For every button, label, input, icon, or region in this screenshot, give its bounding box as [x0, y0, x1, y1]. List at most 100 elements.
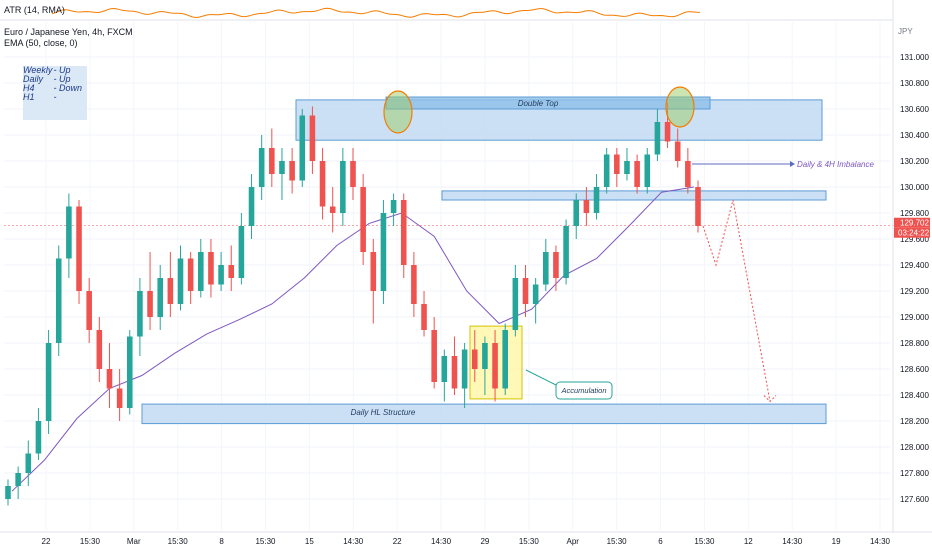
candle-body-down [634, 161, 640, 187]
price-tick-label: 127.800 [900, 469, 929, 478]
candle-body-up [512, 278, 519, 330]
candle-body-up [218, 265, 224, 285]
candle-body-down [421, 304, 427, 330]
candle-body-up [137, 291, 143, 337]
price-tick-label: 130.800 [900, 79, 929, 88]
candle-body-up [532, 284, 539, 304]
chart-zones [141, 96, 827, 425]
price-tick-label: 129.800 [900, 209, 929, 218]
ema-indicator-label[interactable]: EMA (50, close, 0) [4, 38, 78, 48]
candle-body-up [644, 154, 651, 187]
candle-body-up [248, 187, 255, 226]
bias-row-h1: H1 - [23, 93, 87, 102]
candle-body-down [471, 349, 478, 369]
candle-body-down [116, 388, 123, 408]
bias-timeframe: H1 [23, 92, 35, 102]
candle-body-down [269, 148, 275, 174]
bias-value: - Up [53, 65, 71, 75]
candle-body-up [55, 258, 62, 343]
candle-body-down [400, 200, 407, 265]
candle-body-down [208, 252, 214, 285]
bias-timeframe: Weekly [23, 65, 53, 75]
candle-body-up [573, 200, 580, 226]
daily-hl-structure-label: Daily HL Structure [351, 408, 416, 417]
time-tick-label: 22 [42, 537, 51, 546]
symbol-label[interactable]: Euro / Japanese Yen, 4h, FXCM [4, 27, 133, 37]
time-tick-label: 29 [480, 537, 489, 546]
candle-body-down [614, 154, 620, 174]
candle-body-down [583, 200, 590, 213]
time-tick-label: 14:30 [343, 537, 364, 546]
ema-line [11, 186, 695, 492]
candle-body-down [411, 265, 417, 304]
current-price-label: 129.702 [900, 219, 929, 228]
candle-body-up [177, 258, 184, 304]
candle-body-up [482, 343, 488, 369]
candle-body-down [86, 291, 92, 330]
price-tick-label: 128.200 [900, 417, 929, 426]
candle-body-up [238, 226, 245, 278]
candle-body-down [147, 291, 153, 317]
candle-body-down [370, 252, 377, 291]
candle-body-up [15, 473, 21, 486]
time-tick-label: 8 [219, 537, 224, 546]
price-tick-label: 131.000 [900, 53, 929, 62]
candle-body-up [258, 148, 265, 187]
time-tick-label: 19 [832, 537, 841, 546]
time-tick-label: 6 [658, 537, 663, 546]
price-tick-label: 128.800 [900, 339, 929, 348]
candle-body-up [198, 252, 204, 291]
candle-body-down [664, 122, 671, 142]
candle-body-down [167, 278, 174, 304]
candle-body-up [5, 486, 11, 499]
candle-body-up [66, 206, 72, 259]
time-tick-label: 15:30 [80, 537, 101, 546]
time-tick-label: 15:30 [694, 537, 715, 546]
price-tick-label: 130.400 [900, 131, 929, 140]
bias-box: Weekly - Up Daily - Up H4 - Down H1 - [23, 66, 87, 120]
price-tick-label: 130.600 [900, 105, 929, 114]
imbalance-arrow-head [790, 161, 795, 167]
price-tick-label: 130.200 [900, 157, 929, 166]
candle-body-down [289, 161, 295, 181]
price-axis-background [893, 0, 932, 550]
time-tick-label: 15:30 [255, 537, 276, 546]
candle-body-up [441, 356, 448, 382]
time-tick-label: 22 [393, 537, 402, 546]
candle-body-down [360, 187, 366, 252]
time-tick-label: 15 [305, 537, 314, 546]
candle-body-up [340, 161, 346, 213]
candle-body-down [695, 187, 701, 226]
candle-body-down [76, 206, 82, 291]
candle-body-down [553, 252, 559, 278]
candle-body-up [654, 122, 661, 155]
atr-indicator-label[interactable]: ATR (14, RMA) [4, 5, 65, 15]
price-axis: JPY 131.000 130.800 130.600 130.400 130.200 13… [892, 0, 932, 550]
time-tick-label: Mar [127, 537, 141, 546]
daily-hl-structure-zone [141, 403, 827, 425]
candle-body-down [228, 265, 235, 278]
bias-value: - [53, 92, 57, 102]
time-tick-label: 12 [744, 537, 753, 546]
time-tick-label: 14:30 [431, 537, 452, 546]
accumulation-callout-box [555, 381, 613, 400]
candle-body-up [593, 187, 600, 213]
price-tick-label: 129.200 [900, 287, 929, 296]
candle-body-up [380, 213, 387, 291]
atr-axis-label: JPY [898, 27, 913, 36]
imbalance-zone [441, 190, 827, 201]
time-tick-label: 15:30 [519, 537, 540, 546]
accumulation-label: Accumulation [560, 386, 606, 395]
candle-body-down [674, 141, 681, 161]
candle-body-up [25, 453, 32, 473]
candle-body-up [299, 115, 306, 181]
price-tick-label: 128.400 [900, 391, 929, 400]
candle-body-up [543, 252, 549, 285]
candle-body-up [563, 226, 569, 278]
price-tick-label: 127.600 [900, 495, 929, 504]
candle-body-down [96, 330, 103, 369]
price-tick-label: 128.000 [900, 443, 929, 452]
price-tick-label: 130.000 [900, 183, 929, 192]
time-tick-label: 15:30 [607, 537, 628, 546]
